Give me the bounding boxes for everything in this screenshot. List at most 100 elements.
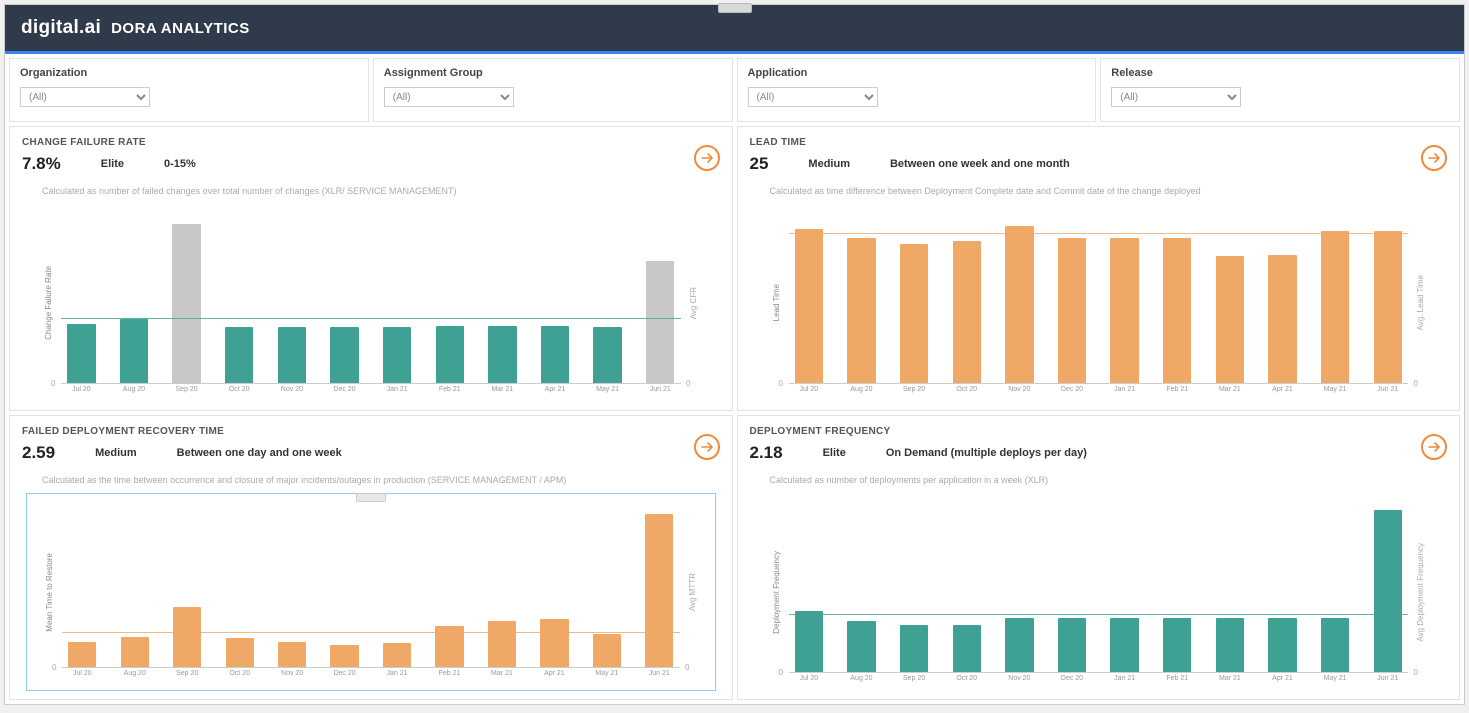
bar[interactable]: [646, 261, 674, 383]
x-tick-label: May 21: [1321, 675, 1349, 691]
x-tick-label: Jun 21: [1374, 386, 1402, 402]
bar[interactable]: [173, 607, 201, 667]
bar[interactable]: [1005, 226, 1033, 383]
bar[interactable]: [1058, 618, 1086, 672]
bar[interactable]: [1268, 255, 1296, 383]
bar[interactable]: [1163, 618, 1191, 672]
metric-value: 2.18: [750, 443, 783, 463]
x-tick-label: Sep 20: [900, 675, 928, 691]
filter-assignment-group-select[interactable]: (All): [384, 87, 514, 107]
brand: digital.ai DORA ANALYTICS: [21, 17, 250, 39]
bar[interactable]: [1005, 618, 1033, 672]
avg-line: [789, 614, 1409, 615]
panel-lead-time: LEAD TIME 25 Medium Between one week and…: [737, 126, 1461, 411]
bar[interactable]: [330, 645, 358, 667]
drilldown-button[interactable]: [694, 145, 720, 171]
bar[interactable]: [795, 229, 823, 383]
metric-row: 2.18 Elite On Demand (multiple deploys p…: [750, 443, 1448, 463]
x-tick-label: Jan 21: [1110, 386, 1138, 402]
metric-row: 7.8% Elite 0-15%: [22, 154, 720, 174]
bar[interactable]: [645, 514, 673, 667]
drag-handle[interactable]: [718, 3, 752, 13]
bar[interactable]: [593, 634, 621, 667]
x-tick-label: Oct 20: [953, 675, 981, 691]
bar[interactable]: [225, 327, 253, 383]
bar[interactable]: [900, 244, 928, 383]
page-title: DORA ANALYTICS: [111, 20, 250, 37]
chart: Change Failure Rate 0 Jul 20Aug 20Sep 20…: [22, 204, 720, 402]
bar[interactable]: [953, 625, 981, 672]
x-tick-label: May 21: [593, 386, 621, 402]
filter-application: Application (All): [737, 58, 1097, 122]
bar[interactable]: [847, 238, 875, 383]
bar[interactable]: [1374, 231, 1402, 383]
y-axis-label-right: Avg Deployment Frequency: [1414, 543, 1427, 642]
metric-range: On Demand (multiple deploys per day): [886, 447, 1087, 459]
bar[interactable]: [383, 643, 411, 667]
bar[interactable]: [1216, 256, 1244, 383]
drilldown-button[interactable]: [1421, 434, 1447, 460]
x-tick-label: Mar 21: [1216, 675, 1244, 691]
x-tick-label: Feb 21: [1163, 675, 1191, 691]
bar[interactable]: [1321, 618, 1349, 672]
bar[interactable]: [1058, 238, 1086, 383]
panel-change-failure-rate: CHANGE FAILURE RATE 7.8% Elite 0-15% Cal…: [9, 126, 733, 411]
bar[interactable]: [1110, 618, 1138, 672]
bar[interactable]: [1163, 238, 1191, 383]
x-tick-label: Feb 21: [1163, 386, 1191, 402]
bar[interactable]: [330, 327, 358, 383]
bar[interactable]: [383, 327, 411, 383]
axis-tick: 0: [685, 663, 689, 672]
bar[interactable]: [1268, 618, 1296, 672]
bar[interactable]: [488, 326, 516, 383]
bars: [789, 503, 1409, 673]
bar[interactable]: [953, 241, 981, 383]
bar[interactable]: [436, 326, 464, 383]
bar[interactable]: [795, 611, 823, 672]
chart: Mean Time to Restore 0 Jul 20Aug 20Sep 2…: [26, 493, 716, 691]
x-tick-label: Apr 21: [1268, 675, 1296, 691]
x-tick-label: Nov 20: [1005, 675, 1033, 691]
plot-area: 0 Jul 20Aug 20Sep 20Oct 20Nov 20Dec 20Ja…: [62, 504, 680, 686]
y-axis-label-right: Avg CFR: [687, 287, 700, 319]
brand-logo: digital.ai: [21, 17, 101, 39]
x-tick-label: Sep 20: [173, 670, 201, 686]
bar[interactable]: [540, 619, 568, 667]
panel-description: Calculated as number of deployments per …: [770, 475, 1448, 485]
x-tick-label: Oct 20: [225, 386, 253, 402]
bar[interactable]: [67, 324, 95, 383]
bar[interactable]: [900, 625, 928, 672]
dashboard-page: digital.ai DORA ANALYTICS Organization (…: [4, 4, 1465, 705]
x-tick-label: Nov 20: [278, 670, 306, 686]
bar[interactable]: [121, 637, 149, 667]
filter-release-select[interactable]: (All): [1111, 87, 1241, 107]
bar[interactable]: [172, 224, 200, 383]
bar[interactable]: [120, 319, 148, 383]
metric-grade: Medium: [808, 158, 850, 170]
bar[interactable]: [593, 327, 621, 383]
bar[interactable]: [226, 638, 254, 667]
bar[interactable]: [1374, 510, 1402, 672]
bar[interactable]: [488, 621, 516, 667]
drilldown-button[interactable]: [694, 434, 720, 460]
chart: Deployment Frequency 0 Jul 20Aug 20Sep 2…: [750, 493, 1448, 691]
y-axis-label-right: Avg. Lead Time: [1414, 275, 1427, 330]
bar[interactable]: [1216, 618, 1244, 672]
filter-organization: Organization (All): [9, 58, 369, 122]
filter-organization-select[interactable]: (All): [20, 87, 150, 107]
bar[interactable]: [847, 621, 875, 672]
bar[interactable]: [1110, 238, 1138, 383]
bar[interactable]: [278, 642, 306, 667]
drilldown-button[interactable]: [1421, 145, 1447, 171]
bar[interactable]: [68, 642, 96, 667]
bar[interactable]: [541, 326, 569, 383]
avg-line: [62, 632, 680, 633]
bar[interactable]: [278, 327, 306, 383]
panel-title: CHANGE FAILURE RATE: [22, 137, 720, 148]
bar[interactable]: [1321, 231, 1349, 383]
x-tick-label: Nov 20: [1005, 386, 1033, 402]
chart-drag-handle[interactable]: [356, 493, 386, 502]
filter-application-select[interactable]: (All): [748, 87, 878, 107]
chart: Lead Time 0 Jul 20Aug 20Sep 20Oct 20Nov …: [750, 204, 1448, 402]
metric-value: 2.59: [22, 443, 55, 463]
